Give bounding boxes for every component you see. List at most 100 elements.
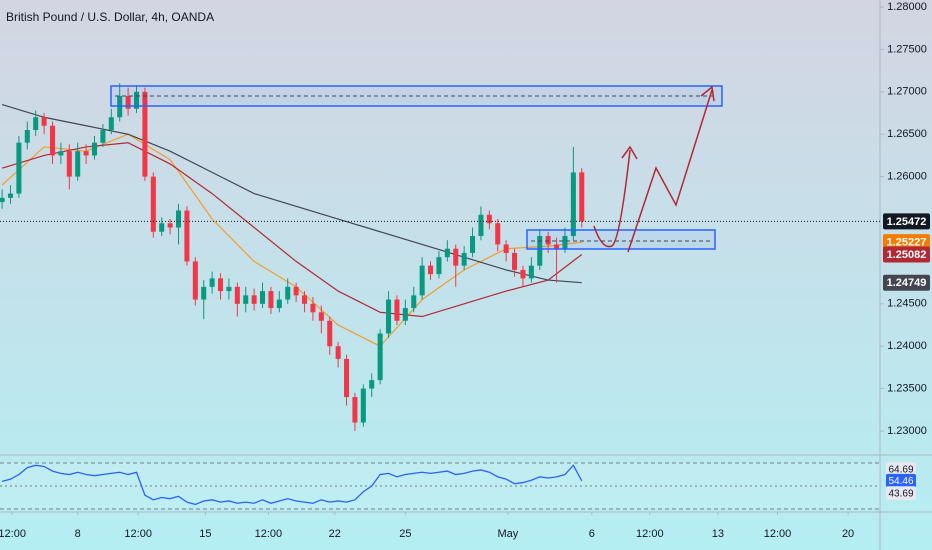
projection-arrow [593,149,631,248]
candle-body [478,214,484,236]
candle-body [470,235,476,253]
candle-body [91,142,98,156]
rsi-tag [886,462,916,477]
rsi-tag-label: 54.46 [888,476,913,487]
moving-average [1,103,582,284]
x-tick-label: 12:00 [764,528,792,540]
rsi-tag-label: 64.69 [888,464,913,475]
candle-body [579,172,585,222]
candle-body [150,176,156,232]
x-tick-label: 25 [399,528,411,540]
candle-body [184,210,190,262]
candle-body [133,91,140,109]
candle-body [24,129,30,143]
rsi-tag [886,486,916,501]
y-tick-label: 1.24500 [887,298,927,310]
candle-body [461,252,467,266]
candle-body [167,223,173,228]
candle-body [251,295,257,304]
candle-body [562,235,568,249]
candle-body [428,265,434,275]
x-tick-label: 15 [199,528,211,540]
candle-body [33,117,39,130]
candle-body [495,223,501,245]
candle-body [276,299,282,309]
candle-body [377,333,383,381]
candle-body [318,312,324,321]
y-tick-label: 1.24000 [887,340,927,352]
candle-body [335,346,341,359]
x-tick-label: 22 [329,528,341,540]
rsi-tag-label: 43.69 [888,488,913,499]
candle-body [419,265,425,296]
candle-body [16,142,22,194]
candle-body [83,151,89,156]
candle-body [142,91,148,177]
candle-body [394,299,400,321]
price-tag-label: 1.24749 [887,277,927,289]
drawings [110,85,723,253]
candle-body [293,286,299,296]
rsi-line [1,464,583,506]
price-tag [883,234,930,251]
candle-body [0,197,5,203]
y-tick-label: 1.26500 [887,128,927,140]
price-tag [883,213,930,230]
candle-body [520,269,526,279]
candle-body [436,257,442,275]
candle-body [327,320,333,347]
candle-body [66,151,72,177]
y-tick-label: 1.27000 [887,86,927,98]
candle-body [537,235,543,266]
candle-body [512,252,518,270]
candle-body [243,295,249,304]
candle-body [453,248,459,266]
projection-arrow [627,89,713,253]
candle-body [125,96,131,109]
candle-body [352,397,358,423]
y-tick-label: 1.28000 [887,1,927,13]
candle-body [545,235,551,245]
candle-body [234,286,240,304]
x-tick-label: May [497,528,518,540]
price-tag [883,274,930,291]
price-tag-label: 1.25472 [887,216,927,228]
candle-body [486,214,492,224]
candle-body [310,303,316,313]
x-tick-label: 12:00 [255,528,283,540]
candle-body [7,193,14,198]
candle-body [100,129,106,143]
chart-title: British Pound / U.S. Dollar, 4h, OANDA [6,10,214,24]
candle-body [75,151,81,177]
x-tick-label: 8 [75,528,81,540]
support-zone [526,229,716,250]
candle-body [503,244,509,253]
candle-body [41,117,47,126]
candle-body [58,151,64,156]
x-tick-label: 13 [712,528,724,540]
candle-body [570,172,576,236]
candle-body [201,286,207,300]
candle-body [159,223,165,232]
x-tick-label: 20 [842,528,854,540]
y-tick-label: 1.27500 [887,43,927,55]
x-tick-label: 6 [589,528,595,540]
candle-body [528,265,534,279]
candle-body [302,295,308,304]
y-tick-label: 1.26000 [887,171,927,183]
candle-body [386,299,392,334]
candle-body [192,261,198,300]
candle-body [108,117,114,130]
candle-body [444,248,450,258]
x-tick-label: 12:00 [124,528,152,540]
arrow-head [700,85,715,102]
candle-body [209,278,215,287]
rsi-tag [886,473,916,488]
candle-body [360,388,366,423]
candle-body [344,358,350,398]
price-tag-label: 1.25082 [887,249,927,261]
candle-body [285,286,291,300]
candle-body [411,295,417,309]
